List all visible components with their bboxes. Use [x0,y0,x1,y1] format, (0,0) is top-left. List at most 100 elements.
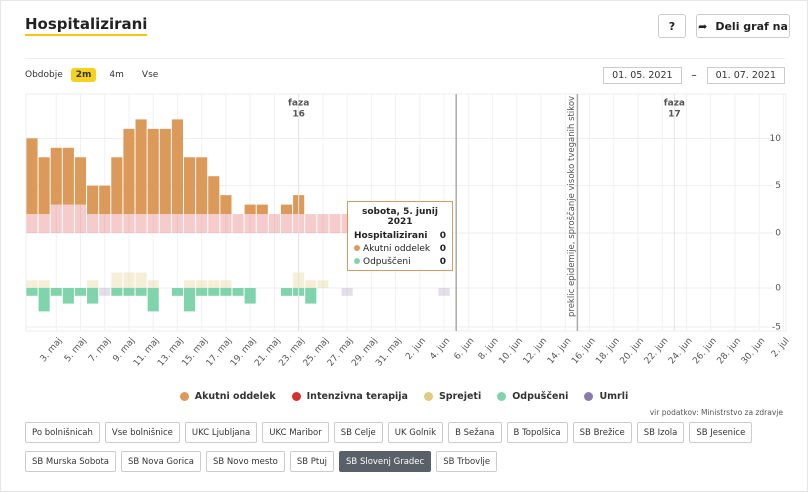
legend-item[interactable]: Odpuščeni [497,391,568,402]
bar [268,214,280,233]
tooltip-value: 0 [439,244,446,254]
tooltip-label: Akutni oddelek [363,244,431,254]
bar [305,280,317,288]
x-tick-label: 26. jun [691,336,719,366]
bar [329,214,341,233]
bar [196,288,208,296]
bar [135,214,147,233]
filter-button[interactable]: B Sežana [448,422,502,443]
filter-button[interactable]: SB Novo mesto [205,451,285,472]
tooltip-value: 0 [439,231,446,241]
legend-label: Odpuščeni [512,391,569,402]
annotation-text: 16 [292,110,305,120]
tooltip-label-wrap: Odpuščeni [354,256,411,269]
bar [171,214,183,233]
bar [26,138,38,215]
period-option[interactable]: 4m [109,70,124,80]
bar [256,204,268,215]
legend-dot [179,392,189,401]
bar [99,214,111,233]
x-tick-label: 3. maj [39,336,65,364]
legend-dot [584,392,594,401]
bar [305,214,317,233]
bar [196,280,208,288]
filter-button[interactable]: SB Slovenj Gradec [339,451,432,472]
x-tick-label: 2. jun [404,336,428,362]
bar [196,214,208,233]
filter-button[interactable]: SB Nova Gorica [121,451,201,472]
filter-button[interactable]: Vse bolnišnice [104,422,180,443]
bar [26,214,38,233]
y-tick-label: 5 [775,181,781,191]
bar [184,214,196,233]
bar [244,288,256,304]
bar [220,214,232,233]
period-option[interactable]: 2m [70,68,97,82]
y2-tick-label: -5 [772,323,781,333]
bar [208,214,220,233]
x-tick-label: 8. jun [477,336,501,362]
share-label: Deli graf na [715,19,788,33]
legend-dot [423,392,433,401]
help-button[interactable]: ? [658,14,686,38]
bar [111,288,123,296]
bar [74,157,87,205]
filter-row: Po bolnišnicah Vse bolnišnice UKC Ljubljan… [25,422,753,443]
bar [208,288,220,296]
bar [123,128,135,215]
bar [317,214,329,233]
bar [147,214,159,233]
bar [62,204,74,233]
filter-button[interactable]: B Topolšica [506,422,568,443]
x-tick-label: 30. jun [740,336,768,366]
bar [87,280,99,288]
plot-frame [25,93,787,332]
x-tick-label: 28. jun [716,336,744,366]
legend-item[interactable]: Umrli [584,391,628,402]
y-tick-label: 0 [775,229,781,239]
date-from[interactable]: 01. 05. 2021 [603,67,682,84]
bar [38,214,50,233]
tooltip-title: sobota, 5. junij 2021 [362,207,438,227]
legend-item[interactable]: Sprejeti [423,391,481,402]
bar [438,288,450,296]
dates: 01. 05. 2021 – 01. 07. 2021 [603,67,785,84]
filter-button[interactable]: SB Trbovlje [436,451,498,472]
filter-button[interactable]: Po bolnišnicah [25,422,100,443]
tooltip-row: Hospitalizirani 0 [354,230,446,243]
bar [171,288,183,296]
bar [184,280,196,288]
filter-button[interactable]: UK Golnik [387,422,444,443]
x-tick-label: 7. maj [87,336,113,364]
filters: Po bolnišnicah Vse bolnišnice UKC Ljubljan… [25,422,753,480]
period-option[interactable]: Vse [141,70,159,80]
bar [99,288,111,296]
share-button[interactable]: ➦ Deli graf na [696,14,790,38]
bar [280,204,293,215]
filter-button[interactable]: SB Jesenice [689,422,753,443]
divider [25,58,785,59]
filter-button[interactable]: SB Murska Sobota [25,451,116,472]
legend-item[interactable]: Akutni oddelek [179,391,276,402]
tooltip-value: 0 [439,257,446,267]
filter-button[interactable]: SB Brežice [572,422,632,443]
bar [305,288,317,304]
bar [62,147,74,205]
bar [220,288,232,296]
filter-button[interactable]: SB Izola [636,422,685,443]
date-separator: – [691,70,697,81]
x-tick-label: 20. jun [619,336,647,366]
legend-item[interactable]: Intenzivna terapija [291,391,408,402]
bar [184,157,196,215]
filter-button[interactable]: SB Ptuj [289,451,335,472]
filter-button[interactable]: UKC Maribor [262,422,329,443]
filter-button[interactable]: UKC Ljubljana [184,422,258,443]
bar [111,272,123,288]
filter-button[interactable]: SB Celje [333,422,383,443]
date-to[interactable]: 01. 07. 2021 [706,67,785,84]
bar [317,280,329,288]
legend: Akutni oddelek Intenzivna terapija Sprejet… [1,391,807,402]
bar [208,280,220,288]
bar [256,214,268,233]
title: Hospitalizirani [25,15,148,36]
